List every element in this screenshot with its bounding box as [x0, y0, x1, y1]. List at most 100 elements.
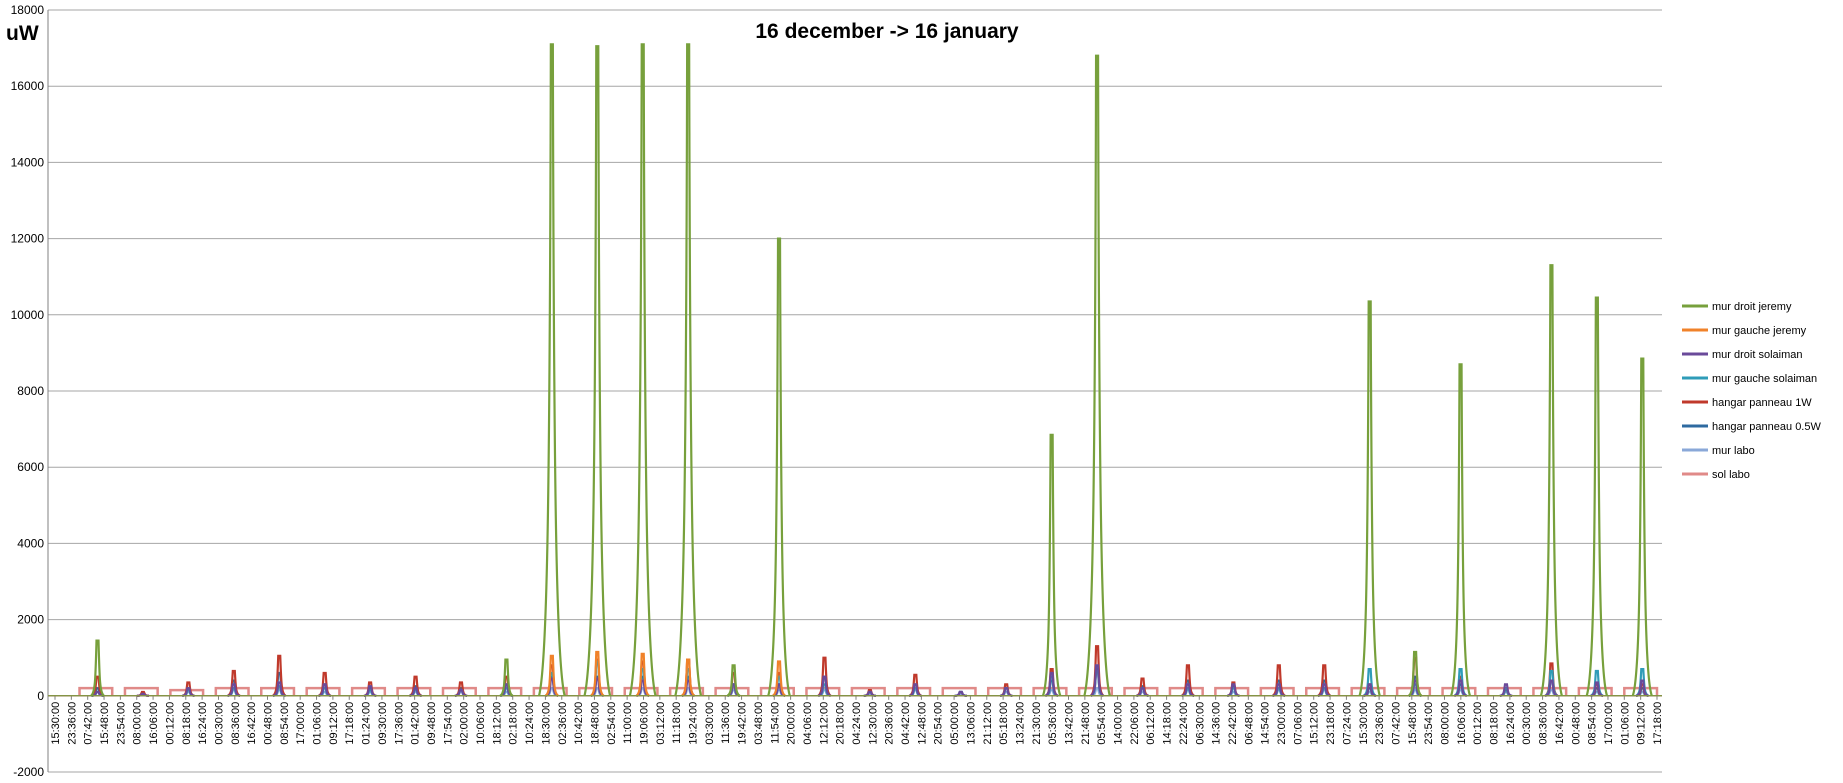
series-peak [681, 658, 696, 697]
series-peak [1544, 679, 1558, 697]
x-tick-label: 23:18:00 [1325, 702, 1337, 745]
series-peak [499, 658, 514, 697]
x-tick-label: 16:06:00 [148, 702, 160, 745]
x-tick-label: 15:30:00 [1358, 702, 1370, 745]
series-peak [1041, 433, 1062, 697]
x-tick-label: 14:18:00 [1162, 702, 1174, 745]
x-tick-label: 10:06:00 [475, 702, 487, 745]
series-peak [1590, 681, 1604, 697]
series-peak [772, 660, 787, 697]
y-tick-label: 14000 [11, 155, 45, 169]
x-axis: 15:30:00 23:36:00 07:42:00 15:48:00 23:54:00… [50, 695, 1664, 745]
legend: mur droit jeremy mur gauche jeremy mur dro… [1682, 301, 1821, 481]
x-tick-label: 09:48:00 [426, 702, 438, 745]
series-peak [1635, 679, 1649, 697]
x-tick-label: 08:36:00 [1538, 702, 1550, 745]
series-peak [1363, 683, 1377, 697]
legend-label: mur labo [1712, 445, 1755, 457]
x-tick-label: 14:54:00 [1260, 702, 1272, 745]
series-peak [999, 683, 1013, 697]
x-tick-label: 13:42:00 [1064, 702, 1076, 745]
x-tick-label: 21:12:00 [982, 702, 994, 745]
x-tick-label: 16:06:00 [1456, 702, 1468, 745]
x-tick-label: 05:00:00 [949, 702, 961, 745]
series-peak [454, 688, 468, 697]
x-tick-label: 03:30:00 [704, 702, 716, 745]
x-tick-label: 22:42:00 [1227, 702, 1239, 745]
x-tick-label: 23:54:00 [1423, 702, 1435, 745]
x-tick-label: 23:36:00 [1374, 702, 1386, 745]
x-tick-label: 08:54:00 [279, 702, 291, 745]
x-tick-label: 17:36:00 [393, 702, 405, 745]
series-peak [182, 687, 195, 697]
series-peak [908, 683, 922, 697]
series-peak [1181, 683, 1195, 697]
series-peak [1407, 650, 1423, 697]
series-peak [635, 652, 650, 697]
x-tick-label: 14:36:00 [1211, 702, 1223, 745]
x-tick-label: 12:12:00 [818, 702, 830, 745]
series-peak [1631, 357, 1653, 697]
series-peak [636, 679, 650, 697]
x-tick-label: 12:30:00 [867, 702, 879, 745]
x-tick-label: 16:24:00 [197, 702, 209, 745]
series-peak [272, 681, 286, 697]
x-tick-label: 08:00:00 [132, 702, 144, 745]
series-peak [583, 45, 612, 697]
legend-label: hangar panneau 1W [1712, 397, 1812, 409]
series-peak [1408, 679, 1422, 697]
series-peak [674, 43, 703, 697]
x-tick-label: 18:48:00 [589, 702, 601, 745]
y-tick-label: 10000 [11, 308, 45, 322]
x-tick-label: 17:00:00 [295, 702, 307, 745]
x-tick-label: 07:24:00 [1341, 702, 1353, 745]
x-tick-label: 08:18:00 [1489, 702, 1501, 745]
x-tick-label: 06:30:00 [1194, 702, 1206, 745]
series-peak [227, 683, 241, 697]
y-axis-unit-label: uW [6, 22, 39, 45]
x-tick-label: 16:42:00 [246, 702, 258, 745]
series-peak [363, 685, 377, 697]
x-tick-label: 02:54:00 [606, 702, 618, 745]
x-tick-label: 01:24:00 [361, 702, 373, 745]
y-tick-label: 8000 [17, 384, 44, 398]
series-peak [544, 654, 559, 697]
x-tick-label: 01:06:00 [312, 702, 324, 745]
x-tick-label: 17:00:00 [1603, 702, 1615, 745]
y-tick-label: 12000 [11, 232, 45, 246]
x-tick-label: 19:42:00 [737, 702, 749, 745]
x-tick-label: 05:18:00 [998, 702, 1010, 745]
x-tick-label: 04:24:00 [851, 702, 863, 745]
x-tick-label: 11:36:00 [720, 702, 732, 744]
plot-area [48, 43, 1662, 697]
x-tick-label: 18:30:00 [540, 702, 552, 745]
series-peak [500, 683, 513, 697]
gridlines [48, 9, 1662, 773]
x-tick-label: 13:06:00 [965, 702, 977, 745]
x-tick-label: 17:18:00 [344, 702, 356, 745]
series-peak [1044, 671, 1059, 697]
x-tick-label: 15:48:00 [1407, 702, 1419, 745]
series-peak [1083, 54, 1111, 697]
x-tick-label: 01:42:00 [410, 702, 422, 745]
series-peak [90, 639, 105, 697]
series-peak [590, 677, 604, 697]
y-tick-label: 2000 [17, 613, 44, 627]
x-tick-label: 23:36:00 [66, 702, 78, 745]
x-tick-label: 02:18:00 [508, 702, 520, 745]
x-tick-label: 02:00:00 [459, 702, 471, 745]
series-peak [772, 683, 786, 697]
x-tick-label: 13:24:00 [1014, 702, 1026, 745]
x-tick-label: 00:12:00 [1472, 702, 1484, 745]
x-tick-label: 19:24:00 [688, 702, 700, 745]
series-peak [409, 687, 422, 697]
series-peak [1585, 296, 1609, 697]
x-tick-label: 11:00:00 [622, 702, 634, 744]
legend-label: mur gauche solaiman [1712, 373, 1817, 385]
x-tick-label: 06:12:00 [1145, 702, 1157, 745]
x-tick-label: 05:36:00 [1047, 702, 1059, 745]
series-peak [726, 664, 741, 697]
series-peak [1226, 683, 1240, 697]
series-peak [1358, 300, 1381, 697]
